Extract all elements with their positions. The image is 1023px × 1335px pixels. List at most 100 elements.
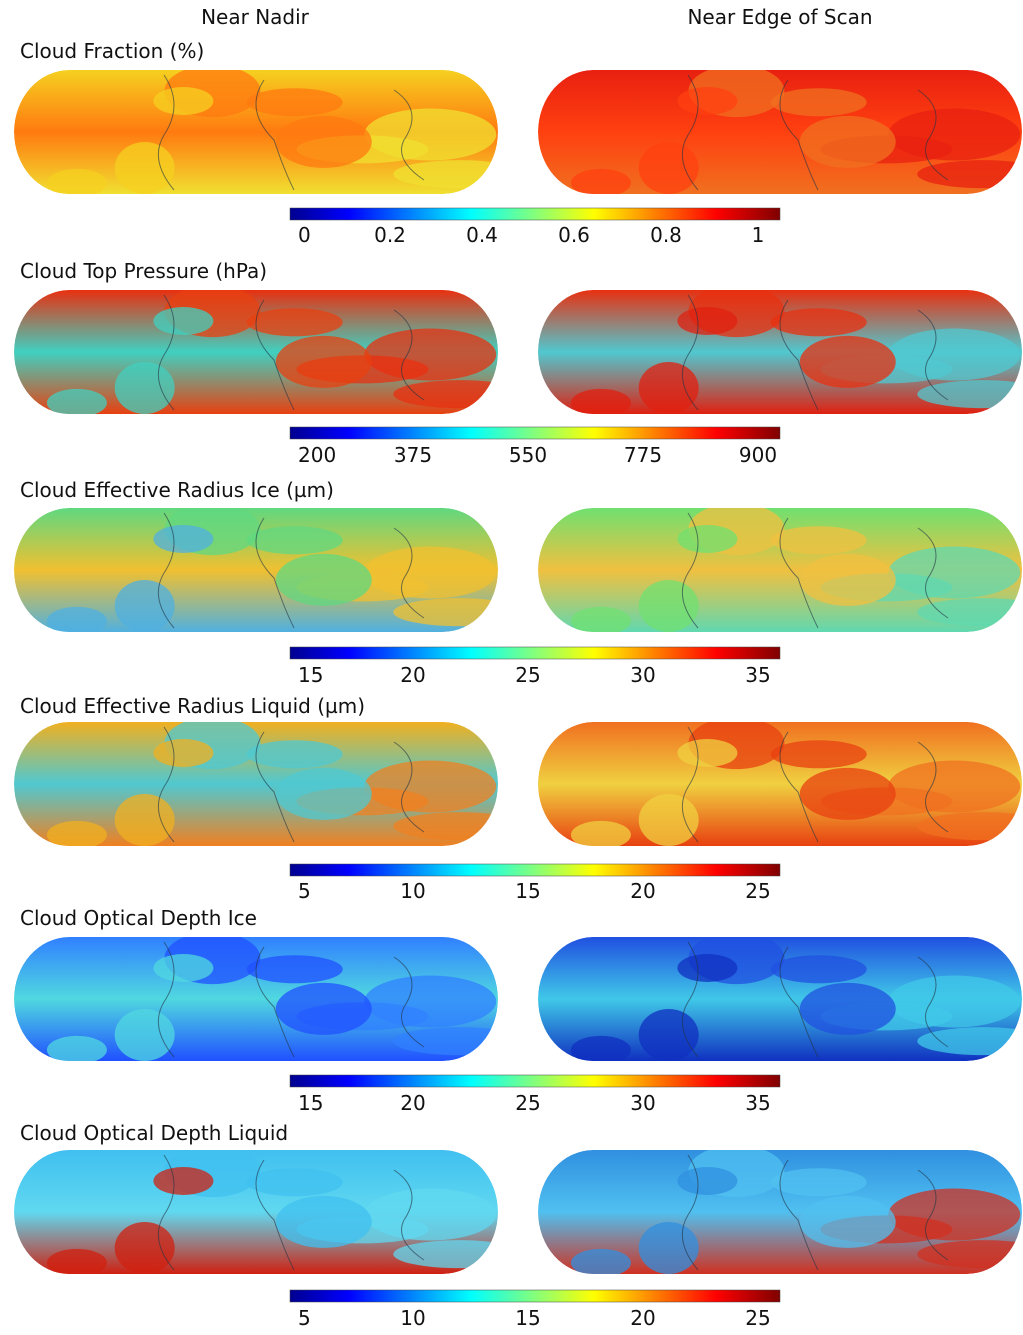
colorbar-tick-label: 0.2 bbox=[374, 223, 406, 247]
colorbar-tick-label: 5 bbox=[298, 1306, 311, 1330]
map-blob bbox=[771, 88, 867, 116]
colorbar-tick-label: 30 bbox=[630, 663, 655, 687]
map-blob bbox=[153, 525, 213, 553]
map bbox=[538, 1145, 1023, 1277]
map-blob bbox=[47, 389, 107, 417]
map bbox=[538, 932, 1023, 1064]
map-blob bbox=[639, 794, 699, 846]
map-blob bbox=[115, 1009, 175, 1061]
map-blob bbox=[800, 116, 896, 168]
map-blob bbox=[247, 955, 343, 983]
panel-title: Cloud Optical Depth Liquid bbox=[20, 1121, 288, 1145]
colorbar bbox=[290, 1290, 780, 1302]
colorbar-tick-label: 20 bbox=[400, 663, 425, 687]
panel-title: Cloud Fraction (%) bbox=[20, 39, 204, 63]
map-blob bbox=[153, 87, 213, 115]
map bbox=[14, 1145, 525, 1277]
map-blob bbox=[393, 160, 525, 188]
map-blob bbox=[800, 1196, 896, 1248]
map-blob bbox=[153, 307, 213, 335]
map bbox=[538, 65, 1023, 197]
colorbar-tick-label: 375 bbox=[394, 443, 432, 467]
map bbox=[14, 65, 525, 197]
colorbar-tick-label: 0.6 bbox=[558, 223, 590, 247]
map-blob bbox=[47, 1249, 107, 1277]
map-blob bbox=[276, 983, 372, 1035]
map-blob bbox=[800, 983, 896, 1035]
map-blob bbox=[276, 768, 372, 820]
map-blob bbox=[276, 554, 372, 606]
map-blob bbox=[639, 580, 699, 632]
map-blob bbox=[771, 955, 867, 983]
colorbar-tick-label: 35 bbox=[745, 1091, 770, 1115]
map-blob bbox=[47, 821, 107, 849]
colorbar-tick-label: 25 bbox=[515, 1091, 540, 1115]
map-blob bbox=[677, 1167, 737, 1195]
map-blob bbox=[47, 169, 107, 197]
colorbar-tick-label: 20 bbox=[400, 1091, 425, 1115]
map-blob bbox=[571, 169, 631, 197]
map-blob bbox=[677, 954, 737, 982]
map-blob bbox=[364, 328, 496, 380]
map-blob bbox=[276, 116, 372, 168]
map-blob bbox=[276, 336, 372, 388]
map-blob bbox=[276, 1196, 372, 1248]
map bbox=[14, 503, 525, 635]
map-blob bbox=[639, 142, 699, 194]
map-blob bbox=[677, 87, 737, 115]
map-blob bbox=[153, 739, 213, 767]
colorbar-tick-label: 1 bbox=[752, 223, 765, 247]
map-blob bbox=[571, 1249, 631, 1277]
colorbar-tick-label: 20 bbox=[630, 1306, 655, 1330]
map-blob bbox=[47, 1036, 107, 1064]
map-blob bbox=[364, 975, 496, 1027]
map-blob bbox=[888, 975, 1020, 1027]
map-blob bbox=[571, 1036, 631, 1064]
panel-title: Cloud Effective Radius Ice (µm) bbox=[20, 478, 334, 502]
colorbar-tick-label: 0.8 bbox=[650, 223, 682, 247]
colorbar-tick-label: 550 bbox=[509, 443, 547, 467]
map bbox=[538, 285, 1023, 417]
map-blob bbox=[115, 794, 175, 846]
map-blob bbox=[247, 526, 343, 554]
map bbox=[14, 932, 525, 1064]
map-blob bbox=[800, 768, 896, 820]
map-blob bbox=[677, 739, 737, 767]
map-blob bbox=[888, 328, 1020, 380]
map-blob bbox=[571, 607, 631, 635]
colorbar-tick-label: 775 bbox=[624, 443, 662, 467]
panel-title: Cloud Effective Radius Liquid (µm) bbox=[20, 694, 365, 718]
colorbar-tick-label: 25 bbox=[745, 879, 770, 903]
map-blob bbox=[888, 546, 1020, 598]
map-blob bbox=[393, 1027, 525, 1055]
map-blob bbox=[247, 1168, 343, 1196]
colorbar-tick-label: 0 bbox=[298, 223, 311, 247]
panel-title: Cloud Top Pressure (hPa) bbox=[20, 259, 267, 283]
colorbar-tick-label: 15 bbox=[515, 1306, 540, 1330]
map-blob bbox=[800, 336, 896, 388]
colorbar-tick-label: 30 bbox=[630, 1091, 655, 1115]
map bbox=[538, 717, 1023, 849]
colorbar-tick-label: 15 bbox=[515, 879, 540, 903]
map-blob bbox=[247, 740, 343, 768]
map-blob bbox=[115, 1222, 175, 1274]
colorbar bbox=[290, 1075, 780, 1087]
map-blob bbox=[639, 1009, 699, 1061]
map bbox=[538, 503, 1023, 635]
map-blob bbox=[571, 821, 631, 849]
map-blob bbox=[677, 307, 737, 335]
map-blob bbox=[364, 760, 496, 812]
map-blob bbox=[115, 362, 175, 414]
panel-title: Cloud Optical Depth Ice bbox=[20, 906, 257, 930]
map-blob bbox=[677, 525, 737, 553]
map bbox=[14, 717, 525, 849]
map-blob bbox=[153, 1167, 213, 1195]
colorbar bbox=[290, 427, 780, 439]
colorbar-tick-label: 20 bbox=[630, 879, 655, 903]
map-blob bbox=[47, 607, 107, 635]
colorbar-tick-label: 10 bbox=[400, 1306, 425, 1330]
colorbar-tick-label: 200 bbox=[298, 443, 336, 467]
colorbar-tick-label: 0.4 bbox=[466, 223, 498, 247]
map-blob bbox=[364, 108, 496, 160]
map-blob bbox=[364, 546, 496, 598]
